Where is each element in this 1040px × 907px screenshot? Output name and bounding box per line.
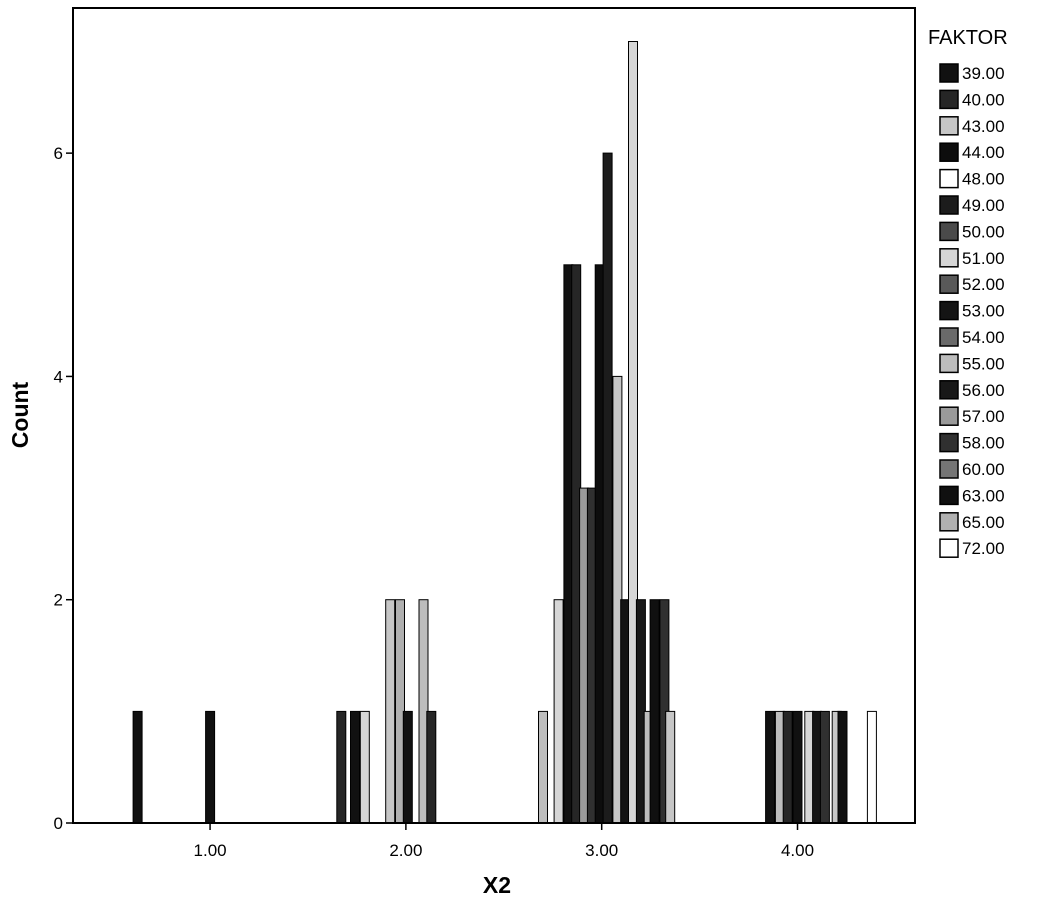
x-tick-label: 4.00	[781, 841, 814, 860]
x-tick-label: 3.00	[585, 841, 618, 860]
legend-swatch	[939, 300, 959, 321]
y-axis: 0 2 4 6	[54, 144, 73, 833]
bar-26	[765, 710, 776, 824]
bar-11	[553, 599, 564, 824]
legend-swatch	[939, 406, 959, 426]
y-tick-label: 6	[54, 144, 63, 163]
legend-swatch	[939, 353, 959, 374]
bar-4	[359, 710, 370, 824]
legend-label: 60.00	[962, 460, 1005, 479]
legend-label: 54.00	[962, 328, 1005, 347]
bar-25	[665, 710, 676, 824]
y-tick-label: 4	[54, 367, 63, 386]
legend-label: 65.00	[962, 513, 1005, 532]
legend-label: 49.00	[962, 196, 1005, 215]
plot-frame	[72, 7, 916, 824]
legend-swatch	[939, 248, 959, 268]
x-tick-label: 2.00	[389, 841, 422, 860]
legend-swatch	[939, 380, 959, 400]
legend-label: 56.00	[962, 381, 1005, 400]
y-tick-label: 0	[54, 814, 63, 833]
legend-label: 48.00	[962, 170, 1005, 189]
legend-swatch	[939, 195, 959, 215]
legend-swatch	[939, 459, 959, 479]
legend: 39.00 40.00 43.00 44.00 48.00 49.00 50.00 51.00…	[939, 63, 1005, 558]
bar-28	[782, 710, 793, 824]
legend-swatch	[939, 63, 959, 83]
legend-swatch	[939, 327, 959, 347]
legend-swatch	[939, 89, 959, 110]
legend-swatch	[939, 142, 959, 162]
bars-layer	[132, 41, 877, 824]
bar-17	[602, 152, 613, 824]
legend-swatch	[939, 274, 959, 294]
bar-0	[132, 710, 143, 824]
bar-9	[426, 710, 437, 824]
bar-32	[819, 710, 830, 824]
legend-label: 50.00	[962, 222, 1005, 241]
legend-label: 40.00	[962, 90, 1005, 109]
legend-label: 72.00	[962, 539, 1005, 558]
bar-3	[350, 710, 360, 824]
legend-title: FAKTOR	[928, 27, 1008, 49]
legend-swatch	[939, 512, 959, 532]
x-axis-title: X2	[483, 872, 511, 898]
legend-swatch	[939, 168, 959, 189]
bar-2	[336, 710, 347, 824]
legend-label: 44.00	[962, 143, 1005, 162]
legend-label: 57.00	[962, 407, 1005, 426]
legend-label: 55.00	[962, 354, 1005, 373]
x-axis: 1.00 2.00 3.00 4.00	[194, 823, 814, 860]
legend-swatch	[939, 221, 959, 242]
bar-35	[866, 710, 877, 824]
x-tick-label: 1.00	[194, 841, 227, 860]
bar-34	[837, 710, 848, 824]
legend-label: 43.00	[962, 117, 1005, 136]
legend-label: 58.00	[962, 434, 1005, 453]
legend-label: 52.00	[962, 275, 1005, 294]
y-tick-label: 2	[54, 591, 63, 610]
legend-label: 51.00	[962, 249, 1005, 268]
legend-swatch	[939, 432, 959, 453]
bar-7	[402, 710, 413, 824]
legend-swatch	[939, 116, 959, 136]
bar-29	[792, 710, 803, 824]
legend-swatch	[939, 485, 959, 506]
bar-23	[649, 599, 660, 824]
legend-label: 39.00	[962, 64, 1005, 83]
legend-swatch	[939, 538, 959, 558]
legend-label: 53.00	[962, 302, 1005, 321]
legend-label: 63.00	[962, 486, 1005, 505]
bar-1	[205, 710, 216, 824]
y-axis-title: Count	[7, 381, 33, 448]
bar-10	[538, 710, 548, 824]
bar-5	[385, 599, 396, 824]
